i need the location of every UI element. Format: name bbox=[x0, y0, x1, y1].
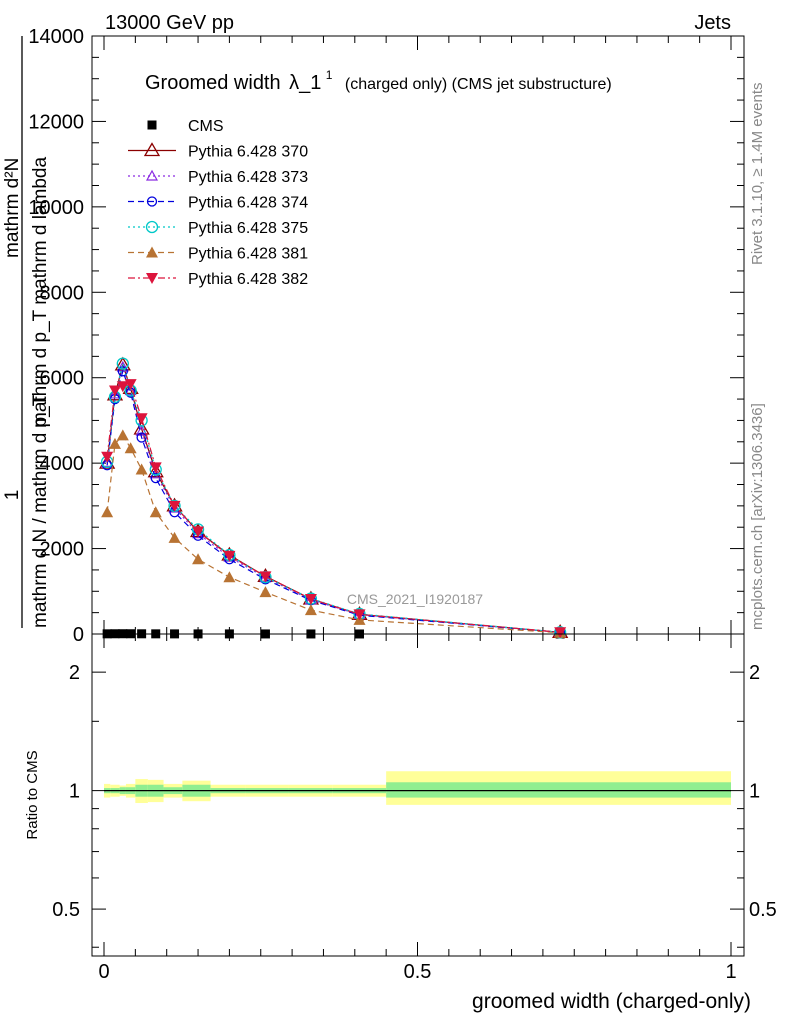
series-point bbox=[223, 571, 236, 583]
series-point bbox=[124, 442, 137, 454]
main-ylabel: mathrm d²N mathrm d p_T mathrm d lambda … bbox=[2, 36, 51, 628]
main-ytick-label: 4000 bbox=[40, 453, 85, 475]
legend-marker bbox=[146, 246, 158, 258]
ratio-inner-band bbox=[386, 782, 731, 798]
legend-marker bbox=[145, 220, 159, 234]
main-ylabel-line-1: mathrm d²N bbox=[2, 158, 23, 258]
plot-title: Groomed width λ_1 1 (charged only) (CMS … bbox=[145, 66, 612, 94]
main-ytick-label: 12000 bbox=[28, 111, 84, 133]
series-line bbox=[106, 361, 561, 633]
main-ytick-label: 14000 bbox=[28, 26, 84, 48]
main-ytick-label: 2000 bbox=[40, 539, 85, 561]
series-point bbox=[116, 429, 129, 441]
legend: CMS Pythia 6.428 370 Pythia 6.428 373 Pythi… bbox=[128, 118, 308, 288]
legend-item: Pythia 6.428 381 bbox=[128, 246, 308, 263]
series-point bbox=[101, 451, 114, 463]
legend-item: Pythia 6.428 374 bbox=[128, 195, 308, 212]
legend-item: Pythia 6.428 373 bbox=[128, 169, 308, 186]
legend-marker bbox=[145, 169, 159, 181]
series-point bbox=[168, 500, 181, 512]
legend-label: Pythia 6.428 374 bbox=[188, 195, 308, 212]
analysis-watermark: CMS_2021_I1920187 bbox=[347, 591, 483, 607]
plot-title-symbol: λ_1 bbox=[289, 72, 321, 94]
x-tick-label: 0.5 bbox=[404, 961, 432, 983]
series-point bbox=[149, 462, 162, 474]
x-tick-label: 0 bbox=[98, 961, 109, 983]
series-5 bbox=[101, 429, 567, 638]
legend-marker bbox=[146, 196, 158, 207]
main-ytick-label: 0 bbox=[73, 624, 84, 646]
ratio-ytick-label-right: 1 bbox=[749, 781, 760, 803]
series-point bbox=[259, 571, 272, 583]
ratio-ytick-label: 2 bbox=[69, 662, 80, 684]
series-point bbox=[136, 432, 147, 443]
ratio-ytick-label: 1 bbox=[69, 781, 80, 803]
series-point bbox=[192, 526, 205, 538]
legend-marker bbox=[143, 142, 161, 157]
main-ylabel-line-2: mathrm d p_T mathrm d lambda bbox=[30, 157, 51, 428]
series-point bbox=[168, 531, 181, 543]
ratio-ylabel: Ratio to CMS bbox=[24, 750, 41, 839]
series-point bbox=[135, 463, 148, 475]
ratio-ytick-label-right: 2 bbox=[749, 662, 760, 684]
main-ytick-label: 8000 bbox=[40, 282, 85, 304]
ratio-axis-ticks: 0.5 0.5 1 1 2 2 0 0.5 1 bbox=[52, 634, 777, 983]
series-point bbox=[304, 604, 317, 616]
series-point bbox=[101, 506, 114, 518]
series-point bbox=[122, 380, 139, 395]
legend-marker bbox=[147, 120, 157, 130]
series-point bbox=[259, 586, 272, 598]
series-point bbox=[554, 627, 567, 639]
legend-marker bbox=[146, 273, 158, 284]
plot-title-main: Groomed width bbox=[145, 72, 281, 94]
main-ylabel-line-4: mathrm d N / mathrm d p_T bbox=[30, 394, 51, 628]
legend-item: Pythia 6.428 375 bbox=[128, 220, 308, 237]
series-point bbox=[133, 420, 150, 435]
rivet-label: Rivet 3.1.10, ≥ 1.4M events bbox=[749, 83, 766, 266]
series-4 bbox=[100, 357, 567, 639]
series-point bbox=[304, 593, 317, 605]
legend-item: CMS bbox=[147, 118, 224, 135]
series-point bbox=[192, 553, 205, 565]
legend-label: Pythia 6.428 381 bbox=[188, 246, 308, 263]
series-point bbox=[108, 387, 121, 399]
series-6 bbox=[101, 379, 567, 639]
series-point bbox=[117, 366, 128, 377]
legend-item: Pythia 6.428 382 bbox=[128, 271, 308, 288]
main-ytick-label: 6000 bbox=[40, 368, 85, 390]
series-point bbox=[149, 506, 162, 518]
series-point bbox=[108, 437, 121, 449]
series-point bbox=[223, 550, 236, 562]
x-axis-label: groomed width (charged-only) bbox=[472, 990, 751, 1013]
legend-label: Pythia 6.428 373 bbox=[188, 169, 308, 186]
header-left: 13000 GeV pp bbox=[105, 12, 234, 34]
series-point bbox=[135, 413, 148, 425]
mcplots-label: mcplots.cern.ch [arXiv:1306.3436] bbox=[749, 403, 766, 630]
legend-item: Pythia 6.428 370 bbox=[128, 142, 308, 161]
legend-label: Pythia 6.428 382 bbox=[188, 271, 308, 288]
legend-label: Pythia 6.428 370 bbox=[188, 144, 308, 161]
x-tick-label: 1 bbox=[725, 961, 736, 983]
legend-label: Pythia 6.428 375 bbox=[188, 220, 308, 237]
main-ylabel-line-3: 1 bbox=[2, 490, 23, 501]
series-point bbox=[124, 379, 137, 391]
plot-title-tail: (charged only) (CMS jet substructure) bbox=[345, 76, 612, 93]
series-point bbox=[116, 357, 129, 370]
header-right: Jets bbox=[694, 12, 731, 34]
ratio-ytick-label: 0.5 bbox=[52, 899, 80, 921]
series-point bbox=[116, 381, 129, 393]
legend-label: CMS bbox=[188, 118, 224, 135]
series-point bbox=[353, 609, 366, 621]
series-point bbox=[108, 385, 121, 397]
plot-title-sup: 1 bbox=[326, 68, 333, 82]
series-point bbox=[147, 463, 164, 478]
main-ytick-label: 10000 bbox=[28, 197, 84, 219]
ratio-uncertainty-bands bbox=[104, 771, 731, 805]
main-series-layer bbox=[99, 356, 569, 639]
main-axis-ticks: 0 2000 4000 6000 8000 10000 12000 14000 bbox=[28, 26, 744, 646]
ratio-ytick-label-right: 0.5 bbox=[749, 899, 777, 921]
series-1 bbox=[99, 356, 569, 638]
